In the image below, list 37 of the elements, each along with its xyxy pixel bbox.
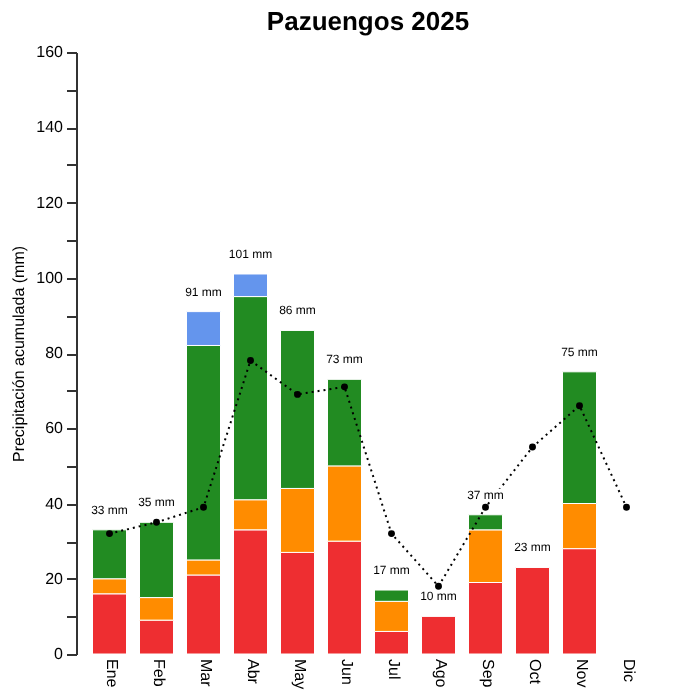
x-tick-label: Mar [196,659,215,688]
bar [421,615,456,655]
x-tick-label: Sep [478,659,497,689]
y-tick-label: 80 [45,344,65,362]
x-tick-label: Oct [525,659,544,686]
x-tick-label: Nov [572,659,591,688]
x-tick-label: May [290,659,309,690]
y-tick-label: 60 [45,419,65,438]
y-tick-label: 160 [36,43,65,61]
x-tick-label: Dic [619,659,638,683]
point [623,503,630,511]
point [294,390,301,398]
point [576,402,583,410]
x-tick-label: Ago [431,659,450,689]
point [388,530,395,538]
y-tick-label: 0 [54,645,65,663]
bar [515,566,550,655]
x-tick-label: Jun [337,659,356,685]
y-axis-title: Precipitación acumulada (mm) [10,245,29,463]
point [341,383,348,391]
point [106,530,113,538]
x-tick-label: Feb [149,659,168,688]
x-tick-label: Ene [102,659,121,689]
point [435,582,442,590]
x-tick-label: Jul [384,659,403,680]
y-tick-label: 120 [36,193,65,212]
y-tick-label: 20 [45,569,65,588]
point [529,443,536,451]
chart-title: Pazuengos 2025 [266,6,470,36]
point [200,503,207,511]
y-tick-label: 100 [36,268,65,287]
x-tick-label: Abr [243,659,262,685]
point [247,357,254,364]
y-tick-label: 140 [36,118,65,137]
y-tick-label: 40 [45,494,65,513]
point [153,518,160,526]
point [482,503,489,511]
